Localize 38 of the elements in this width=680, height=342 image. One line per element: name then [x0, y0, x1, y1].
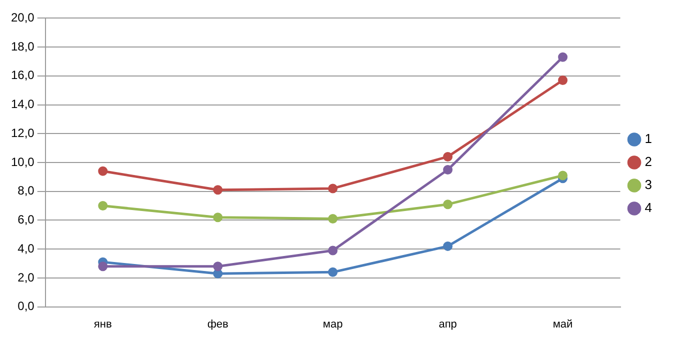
legend-label: 1 — [644, 131, 652, 146]
y-tick-label: 12,0 — [10, 126, 35, 140]
point — [558, 170, 568, 180]
x-tick-label: май — [552, 318, 573, 330]
point — [98, 166, 108, 176]
point — [443, 241, 453, 251]
point — [213, 268, 223, 278]
y-tick-label: 6,0 — [18, 212, 35, 227]
point — [98, 201, 108, 211]
x-tick-label: фев — [207, 318, 228, 330]
legend-label: 3 — [644, 177, 652, 192]
y-tick-label: 16,0 — [10, 68, 35, 82]
y-tick-label: 20,0 — [10, 10, 35, 25]
point — [443, 152, 453, 162]
point — [213, 185, 223, 195]
y-tick-label: 8,0 — [18, 184, 35, 198]
x-tick-label: янв — [94, 318, 112, 330]
point — [558, 52, 568, 62]
y-tick-label: 10,0 — [10, 154, 35, 169]
point — [443, 200, 453, 210]
point — [328, 214, 338, 224]
point — [328, 267, 338, 277]
point — [558, 76, 568, 85]
point — [328, 246, 338, 256]
point — [98, 262, 108, 272]
legend-label: 2 — [644, 154, 652, 170]
point — [443, 164, 453, 174]
x-tick-label: мар — [322, 318, 343, 330]
y-tick-label: 0,0 — [18, 299, 35, 314]
point — [328, 184, 338, 194]
y-tick-label: 18,0 — [10, 39, 35, 54]
point — [213, 262, 223, 272]
point — [213, 212, 223, 222]
y-tick-label: 2,0 — [18, 270, 35, 284]
x-tick-label: апр — [438, 318, 457, 330]
y-tick-label: 14,0 — [10, 97, 35, 112]
legend-label: 4 — [644, 200, 652, 216]
y-tick-label: 4,0 — [18, 241, 35, 256]
